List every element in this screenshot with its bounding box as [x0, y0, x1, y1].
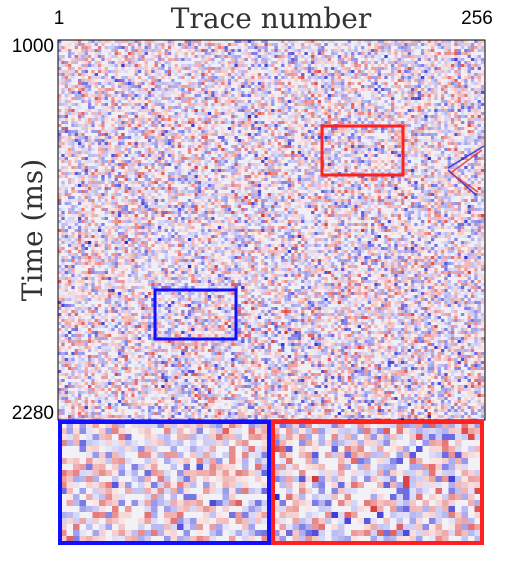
red-inset-cells: [273, 422, 482, 543]
seismic-event-streaks: [447, 145, 485, 196]
y-tick-label-top: 1000: [12, 36, 54, 57]
red-highlight-box: [320, 124, 405, 177]
x-tick-label-last: 256: [461, 8, 493, 29]
x-axis-title: Trace number: [171, 2, 372, 35]
x-tick-label-first: 1: [54, 8, 65, 29]
red-zoom-inset: [271, 420, 484, 545]
y-tick-label-bottom: 2280: [12, 403, 54, 424]
y-axis-title: Time (ms): [16, 159, 49, 301]
main-heatmap-cells: [58, 40, 485, 420]
blue-highlight-box: [153, 288, 238, 341]
main-heatmap-panel: [57, 39, 486, 421]
blue-zoom-inset: [58, 420, 271, 545]
blue-inset-cells: [60, 422, 269, 543]
